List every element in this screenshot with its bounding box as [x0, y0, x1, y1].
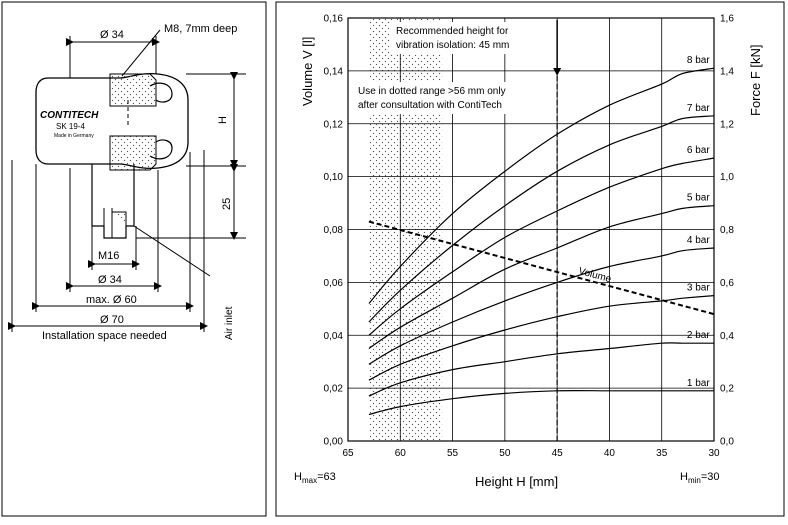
series-label-4-bar: 4 bar	[687, 235, 710, 246]
x-tick-30: 30	[708, 448, 720, 459]
y-left-tick-4: 0,08	[324, 225, 344, 236]
series-label-5-bar: 5 bar	[687, 193, 710, 204]
hmin-label: Hmin=30	[680, 471, 720, 485]
y-left-tick-2: 0,04	[324, 331, 344, 342]
drawing-labels: Ø 34 M8, 7mm deep CONTITECH SK 19-4 Made…	[40, 23, 237, 342]
series-7-bar	[368, 115, 715, 323]
y-right-tick-labels: 0,0 0,2 0,4 0,6 0,8 1,0 1,2 1,4 1,6	[720, 14, 734, 448]
x-tick-35: 35	[656, 448, 668, 459]
y-left-tick-5: 0,10	[324, 172, 344, 183]
y-left-tick-labels: 0,00 0,02 0,04 0,06 0,08 0,10 0,12 0,14 0,16	[324, 14, 344, 448]
y-right-tick-0: 0,0	[720, 437, 734, 448]
series-label-1-bar: 1 bar	[687, 378, 710, 389]
air-inlet-label: Air inlet	[224, 306, 235, 340]
svg-text:Hmin=30: Hmin=30	[680, 471, 720, 485]
dim-25: 25	[221, 198, 233, 210]
x-tick-labels: 65 60 55 50 45 40 35 30	[342, 448, 720, 459]
y-right-tick-6: 1,2	[720, 119, 734, 130]
y-right-tick-2: 0,4	[720, 331, 734, 342]
series-4-bar	[368, 247, 715, 365]
y-left-tick-3: 0,06	[324, 278, 344, 289]
y-right-tick-4: 0,8	[720, 225, 734, 236]
y-right-tick-5: 1,0	[720, 172, 734, 183]
x-tick-50: 50	[499, 448, 511, 459]
y-left-axis-label: Volume V [l]	[300, 37, 315, 106]
series-8-bar	[368, 67, 715, 304]
hmax-h: H	[294, 471, 302, 483]
left-panel-frame	[1, 1, 267, 517]
dim-70: Ø 70	[100, 314, 124, 326]
series-label-2-bar: 2 bar	[687, 330, 710, 341]
chart: 65 60 55 50 45 40 35 30 0,00 0,02 0,04 0,06 0,08 0,1…	[294, 14, 763, 490]
hmax-sub: max	[302, 476, 317, 485]
series-label-7-bar: 7 bar	[687, 103, 710, 114]
hmin-value: =30	[701, 471, 720, 483]
plot-frame	[347, 17, 715, 442]
hmin-h: H	[680, 471, 688, 483]
x-tick-40: 40	[604, 448, 616, 459]
right-panel-frame	[275, 1, 785, 517]
x-tick-65: 65	[342, 448, 354, 459]
y-right-tick-1: 0,2	[720, 384, 734, 395]
svg-text:Hmax=63: Hmax=63	[294, 471, 336, 485]
y-left-tick-6: 0,12	[324, 119, 344, 130]
series-label-8-bar: 8 bar	[687, 55, 710, 66]
series-label-3-bar: 3 bar	[687, 283, 710, 294]
dim-h: H	[217, 116, 229, 124]
small-print: Made in Germany	[54, 133, 94, 139]
annotation-dotted-line2: after consultation with ContiTech	[358, 100, 502, 111]
dotted-annotation-bg	[354, 82, 532, 114]
x-tick-45: 45	[552, 448, 564, 459]
hmin-sub: min	[688, 476, 701, 485]
annotation-recommended-line1: Recommended height for	[396, 26, 509, 37]
thread-note: M8, 7mm deep	[164, 23, 237, 35]
technical-drawing	[8, 29, 246, 332]
x-axis-label: Height H [mm]	[475, 474, 558, 489]
dim-m16: M16	[98, 250, 119, 262]
brand-text: CONTITECH	[40, 110, 99, 121]
volume-line	[368, 220, 715, 316]
series-6-bar	[368, 157, 715, 336]
rec-annotation-bg	[390, 22, 526, 54]
dim-top-diameter: Ø 34	[100, 29, 124, 41]
dim-max-60: max. Ø 60	[86, 294, 137, 306]
x-tick-60: 60	[395, 448, 407, 459]
series-label-6-bar: 6 bar	[687, 145, 710, 156]
model-text: SK 19-4	[56, 122, 85, 131]
y-right-axis-label: Force F [kN]	[748, 44, 763, 116]
y-right-tick-7: 1,4	[720, 66, 734, 77]
x-tick-55: 55	[447, 448, 459, 459]
y-left-tick-0: 0,00	[324, 437, 344, 448]
y-left-tick-7: 0,14	[324, 66, 344, 77]
y-left-tick-8: 0,16	[324, 14, 344, 25]
annotation-dotted-line1: Use in dotted range >56 mm only	[358, 86, 506, 97]
y-right-tick-8: 1,6	[720, 14, 734, 25]
dim-bottom-diameter: Ø 34	[98, 274, 122, 286]
hmax-value: =63	[317, 471, 336, 483]
y-left-tick-1: 0,02	[324, 384, 344, 395]
annotation-recommended-line2: vibration isolation: 45 mm	[396, 40, 509, 51]
install-note: Installation space needed	[42, 330, 167, 342]
y-right-tick-3: 0,6	[720, 278, 734, 289]
hmax-label: Hmax=63	[294, 471, 336, 485]
series-2-bar	[368, 342, 714, 397]
